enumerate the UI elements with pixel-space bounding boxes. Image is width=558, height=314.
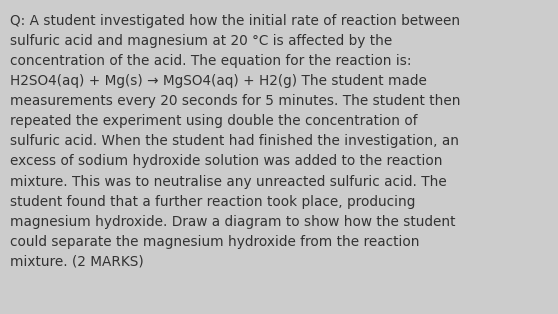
Text: Q: A student investigated how the initial rate of reaction between
sulfuric acid: Q: A student investigated how the initia…	[10, 14, 460, 269]
